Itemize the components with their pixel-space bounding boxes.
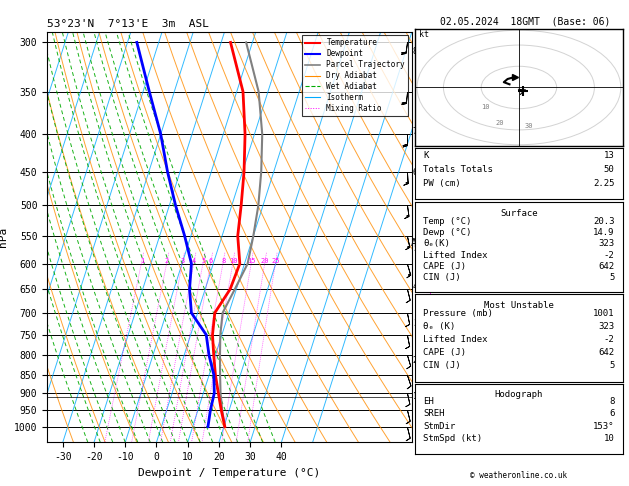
Text: LCL: LCL — [413, 392, 428, 401]
Text: kt: kt — [419, 30, 429, 38]
Text: 7: 7 — [413, 126, 418, 136]
Text: 1: 1 — [413, 392, 418, 401]
Text: 25: 25 — [272, 258, 280, 264]
Text: 13: 13 — [604, 151, 615, 160]
Text: -2: -2 — [604, 251, 615, 260]
Text: CAPE (J): CAPE (J) — [423, 262, 467, 271]
Text: © weatheronline.co.uk: © weatheronline.co.uk — [470, 471, 567, 480]
Text: 323: 323 — [598, 322, 615, 331]
Text: 642: 642 — [598, 348, 615, 357]
Text: Hodograph: Hodograph — [495, 390, 543, 399]
X-axis label: Dewpoint / Temperature (°C): Dewpoint / Temperature (°C) — [138, 468, 321, 478]
Text: 53°23'N  7°13'E  3m  ASL: 53°23'N 7°13'E 3m ASL — [47, 19, 209, 30]
Text: 20: 20 — [496, 120, 504, 125]
Text: 30: 30 — [524, 123, 533, 129]
Text: K: K — [423, 151, 429, 160]
Text: 8: 8 — [221, 258, 225, 264]
Text: 8: 8 — [609, 397, 615, 406]
Text: CAPE (J): CAPE (J) — [423, 348, 467, 357]
Text: 323: 323 — [598, 240, 615, 248]
Text: 14.9: 14.9 — [593, 228, 615, 237]
Text: 6: 6 — [413, 168, 418, 177]
Text: CIN (J): CIN (J) — [423, 361, 461, 370]
Text: Dewp (°C): Dewp (°C) — [423, 228, 472, 237]
Text: 10: 10 — [604, 434, 615, 443]
Text: -2: -2 — [604, 335, 615, 344]
Text: StmDir: StmDir — [423, 422, 455, 431]
Text: 2.25: 2.25 — [593, 178, 615, 188]
Text: 10: 10 — [481, 104, 489, 110]
Text: 642: 642 — [598, 262, 615, 271]
Text: Most Unstable: Most Unstable — [484, 301, 554, 310]
Text: θₑ(K): θₑ(K) — [423, 240, 450, 248]
Text: 5: 5 — [609, 273, 615, 282]
Text: 1: 1 — [140, 258, 144, 264]
Text: 20.3: 20.3 — [593, 217, 615, 226]
Text: Totals Totals: Totals Totals — [423, 165, 493, 174]
Text: Mixing Ratio (g/kg): Mixing Ratio (g/kg) — [425, 216, 433, 311]
Text: CIN (J): CIN (J) — [423, 273, 461, 282]
Text: Lifted Index: Lifted Index — [423, 335, 488, 344]
Text: Pressure (mb): Pressure (mb) — [423, 309, 493, 318]
Text: 6: 6 — [609, 409, 615, 418]
Text: 8: 8 — [413, 47, 418, 56]
Text: 15: 15 — [247, 258, 256, 264]
Legend: Temperature, Dewpoint, Parcel Trajectory, Dry Adiabat, Wet Adiabat, Isotherm, Mi: Temperature, Dewpoint, Parcel Trajectory… — [302, 35, 408, 116]
Text: 10: 10 — [229, 258, 237, 264]
Text: 153°: 153° — [593, 422, 615, 431]
Text: EH: EH — [423, 397, 434, 406]
Text: StmSpd (kt): StmSpd (kt) — [423, 434, 482, 443]
Text: 5: 5 — [609, 361, 615, 370]
Text: 5: 5 — [413, 244, 418, 253]
Text: Lifted Index: Lifted Index — [423, 251, 488, 260]
Text: 20: 20 — [261, 258, 269, 264]
Text: 02.05.2024  18GMT  (Base: 06): 02.05.2024 18GMT (Base: 06) — [440, 16, 610, 26]
Text: 1001: 1001 — [593, 309, 615, 318]
Text: 2: 2 — [165, 258, 169, 264]
Text: 3: 3 — [181, 258, 185, 264]
Y-axis label: hPa: hPa — [0, 227, 8, 247]
Text: 4: 4 — [413, 282, 418, 291]
Text: Surface: Surface — [500, 209, 538, 218]
Text: 5: 5 — [201, 258, 206, 264]
Text: PW (cm): PW (cm) — [423, 178, 461, 188]
Text: SREH: SREH — [423, 409, 445, 418]
Text: 4: 4 — [192, 258, 196, 264]
Text: Temp (°C): Temp (°C) — [423, 217, 472, 226]
Text: 2: 2 — [413, 356, 418, 364]
Text: km
ASL: km ASL — [411, 226, 428, 248]
Text: θₑ (K): θₑ (K) — [423, 322, 455, 331]
Text: 50: 50 — [604, 165, 615, 174]
Text: 3: 3 — [413, 319, 418, 328]
Text: 6: 6 — [209, 258, 213, 264]
